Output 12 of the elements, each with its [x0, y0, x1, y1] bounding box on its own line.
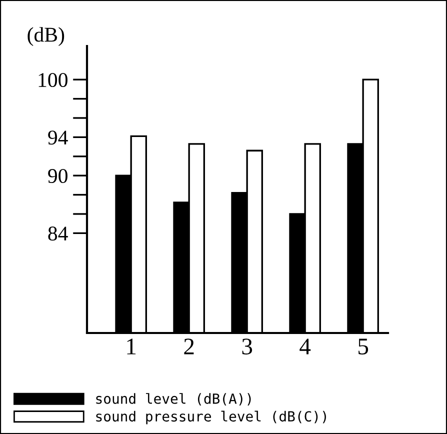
- legend-label: sound pressure level (dB(C)): [96, 410, 326, 424]
- y-tick-label: 100: [38, 72, 68, 88]
- x-tick-label: 5: [358, 338, 368, 354]
- legend-label: sound level (dB(A)): [96, 393, 251, 406]
- y-tick-label: 90: [48, 168, 68, 184]
- x-tick-label: 1: [127, 338, 136, 354]
- x-tick-label: 3: [242, 338, 252, 354]
- x-tick-label: 4: [300, 338, 311, 354]
- y-axis-title: (dB): [28, 27, 64, 46]
- y-tick-label: 94: [48, 130, 68, 145]
- x-tick-label: 2: [184, 338, 194, 354]
- y-tick-label: 84: [48, 226, 68, 241]
